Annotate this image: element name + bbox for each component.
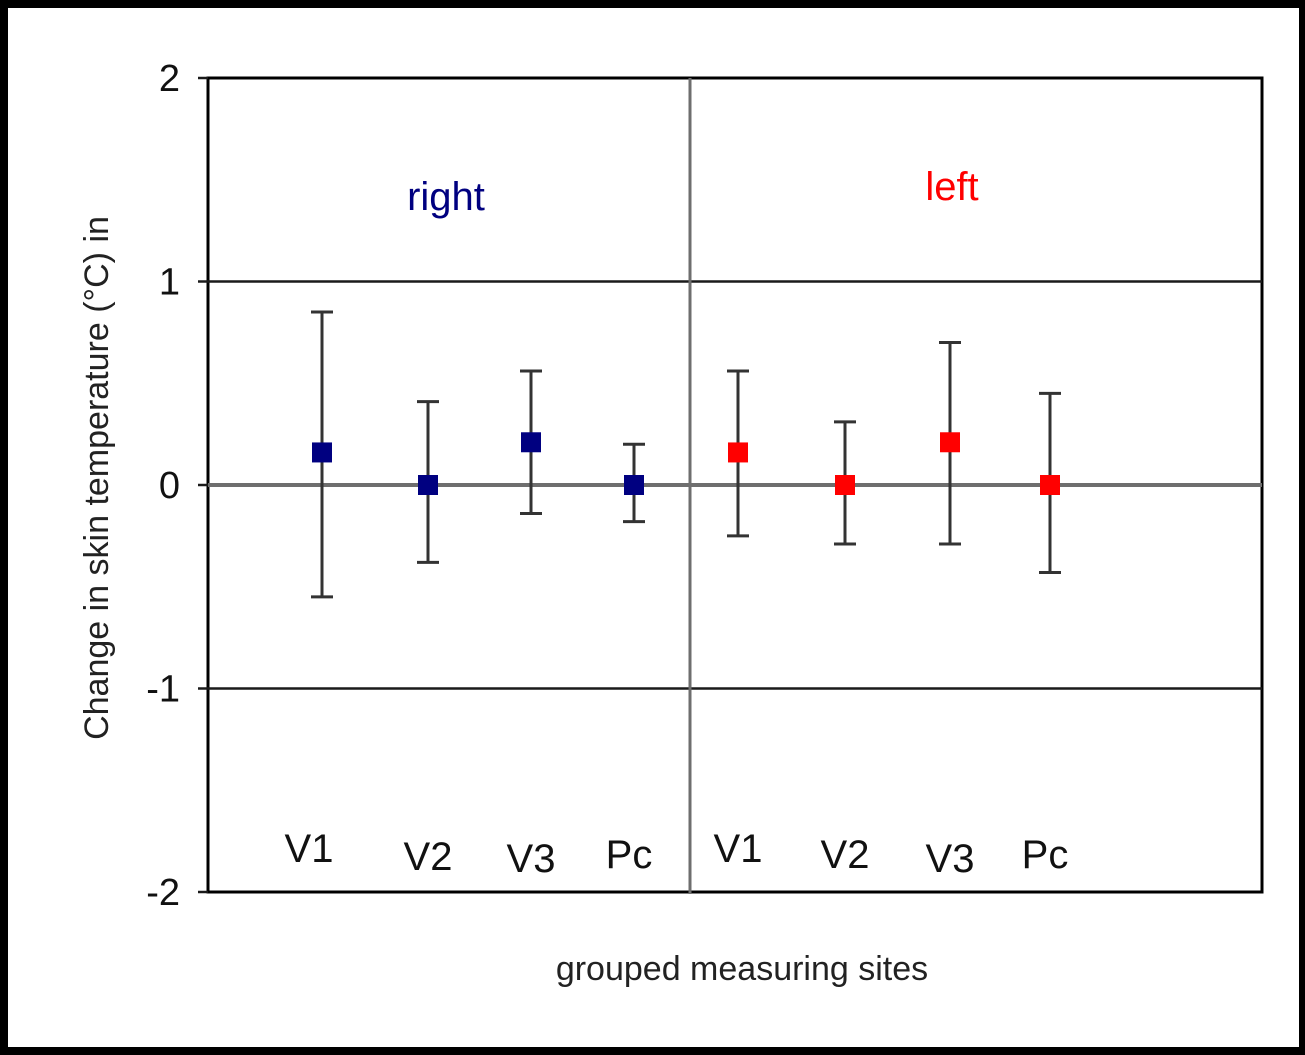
- label-layer: Change in skin temperature (°C) in group…: [78, 58, 1068, 988]
- category-label: V2: [404, 835, 453, 879]
- data-point-right-v1: [312, 442, 332, 463]
- y-axis-title: Change in skin temperature (°C) in: [78, 216, 116, 740]
- category-label: V3: [507, 837, 556, 881]
- data-point-left-v2: [835, 475, 855, 495]
- data-point-left-pc: [1040, 475, 1060, 495]
- category-label: Pc: [606, 833, 653, 877]
- data-point-left-v3: [940, 432, 960, 453]
- y-tick-label: 2: [159, 58, 180, 100]
- y-tick-label: -2: [146, 872, 180, 914]
- category-label: V1: [285, 827, 334, 871]
- data-point-right-pc: [624, 475, 644, 495]
- x-axis-title: grouped measuring sites: [556, 950, 928, 988]
- errorbar-layer: [311, 310, 1061, 599]
- y-tick-label: 0: [159, 465, 180, 507]
- y-tick-label: -1: [146, 669, 180, 711]
- data-point-right-v2: [418, 475, 438, 495]
- grid-layer: [198, 76, 1264, 894]
- category-label: V2: [821, 833, 870, 877]
- group-label-right: right: [407, 175, 485, 219]
- marker-layer: [312, 432, 1060, 495]
- category-label: V1: [714, 827, 763, 871]
- y-tick-label: 1: [159, 262, 180, 304]
- group-label-left: left: [925, 165, 978, 209]
- data-point-left-v1: [728, 442, 748, 463]
- category-label: Pc: [1022, 833, 1069, 877]
- data-point-right-v3: [521, 432, 541, 453]
- category-label: V3: [926, 837, 975, 881]
